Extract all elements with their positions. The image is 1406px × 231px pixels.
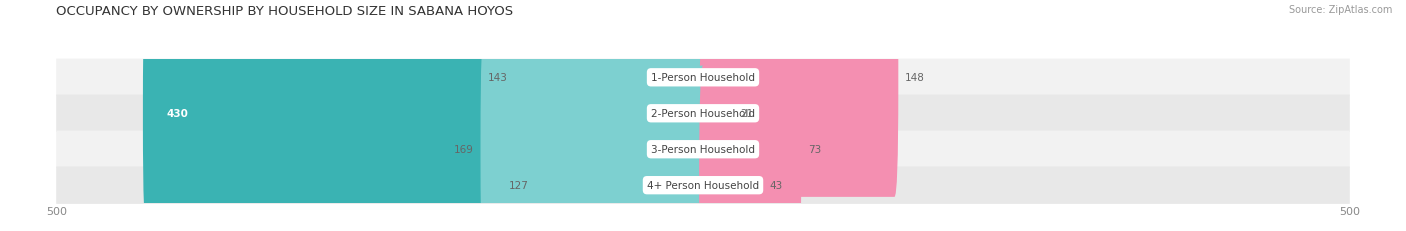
Text: 1-Person Household: 1-Person Household bbox=[651, 73, 755, 83]
Text: 3-Person Household: 3-Person Household bbox=[651, 145, 755, 155]
Text: 73: 73 bbox=[808, 145, 821, 155]
FancyBboxPatch shape bbox=[699, 66, 762, 231]
Text: OCCUPANCY BY OWNERSHIP BY HOUSEHOLD SIZE IN SABANA HOYOS: OCCUPANCY BY OWNERSHIP BY HOUSEHOLD SIZE… bbox=[56, 5, 513, 18]
FancyBboxPatch shape bbox=[515, 0, 707, 197]
FancyBboxPatch shape bbox=[143, 0, 707, 231]
FancyBboxPatch shape bbox=[699, 0, 898, 197]
FancyBboxPatch shape bbox=[699, 30, 801, 231]
FancyBboxPatch shape bbox=[534, 66, 707, 231]
Text: 21: 21 bbox=[741, 109, 754, 119]
FancyBboxPatch shape bbox=[699, 0, 734, 231]
Text: 4+ Person Household: 4+ Person Household bbox=[647, 180, 759, 190]
Text: 2-Person Household: 2-Person Household bbox=[651, 109, 755, 119]
Text: 127: 127 bbox=[509, 180, 529, 190]
FancyBboxPatch shape bbox=[481, 30, 707, 231]
FancyBboxPatch shape bbox=[56, 131, 1350, 168]
Text: 169: 169 bbox=[454, 145, 474, 155]
FancyBboxPatch shape bbox=[56, 95, 1350, 132]
FancyBboxPatch shape bbox=[56, 167, 1350, 204]
Text: Source: ZipAtlas.com: Source: ZipAtlas.com bbox=[1288, 5, 1392, 15]
FancyBboxPatch shape bbox=[56, 59, 1350, 97]
Text: 430: 430 bbox=[166, 109, 188, 119]
Text: 143: 143 bbox=[488, 73, 508, 83]
Text: 43: 43 bbox=[769, 180, 782, 190]
Text: 148: 148 bbox=[905, 73, 925, 83]
